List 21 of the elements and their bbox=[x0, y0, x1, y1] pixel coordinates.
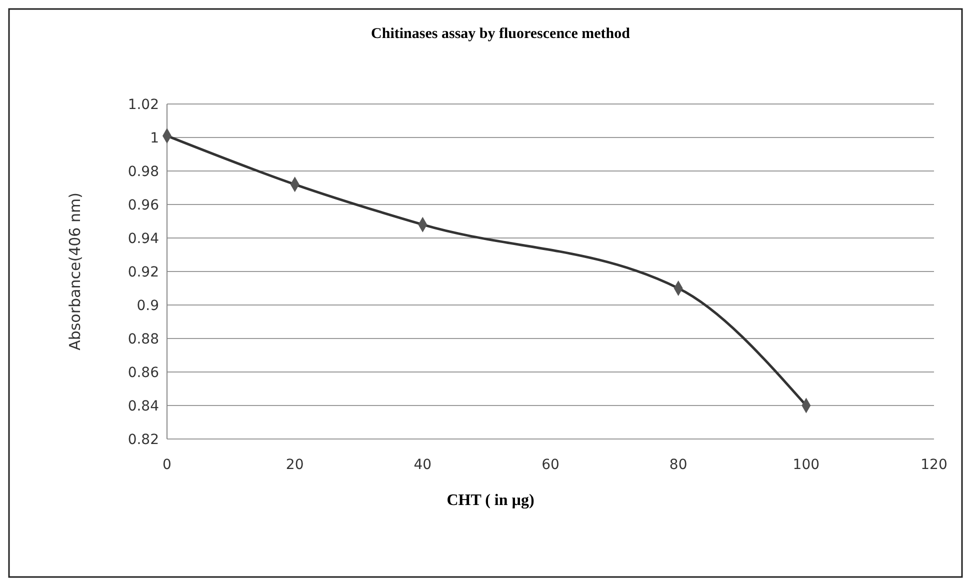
y-tick-label: 0.96 bbox=[128, 197, 160, 214]
x-tick-label: 60 bbox=[542, 457, 560, 473]
x-tick-label: 40 bbox=[414, 457, 432, 473]
x-tick-label: 0 bbox=[162, 457, 172, 473]
y-tick-label: 0.92 bbox=[128, 264, 159, 280]
y-tick-label: 0.98 bbox=[128, 164, 159, 180]
x-axis-title: CHT ( in µg) bbox=[446, 492, 534, 509]
x-tick-label: 120 bbox=[920, 457, 948, 473]
x-tick-label: 80 bbox=[669, 457, 688, 473]
y-tick-label: 1.02 bbox=[128, 96, 159, 113]
y-tick-label: 1 bbox=[150, 130, 159, 146]
y-axis-title: Absorbance(406 nm) bbox=[66, 192, 84, 350]
x-tick-label: 20 bbox=[286, 457, 304, 473]
y-tick-label: 0.94 bbox=[128, 230, 160, 247]
y-tick-label: 0.88 bbox=[128, 331, 159, 348]
chart-title: Chitinases assay by fluorescence method bbox=[371, 26, 631, 42]
y-tick-label: 0.9 bbox=[136, 298, 159, 314]
y-tick-label: 0.82 bbox=[128, 432, 159, 448]
y-tick-label: 0.86 bbox=[128, 364, 160, 381]
x-tick-label: 100 bbox=[792, 457, 820, 473]
y-tick-label: 0.84 bbox=[128, 398, 160, 414]
